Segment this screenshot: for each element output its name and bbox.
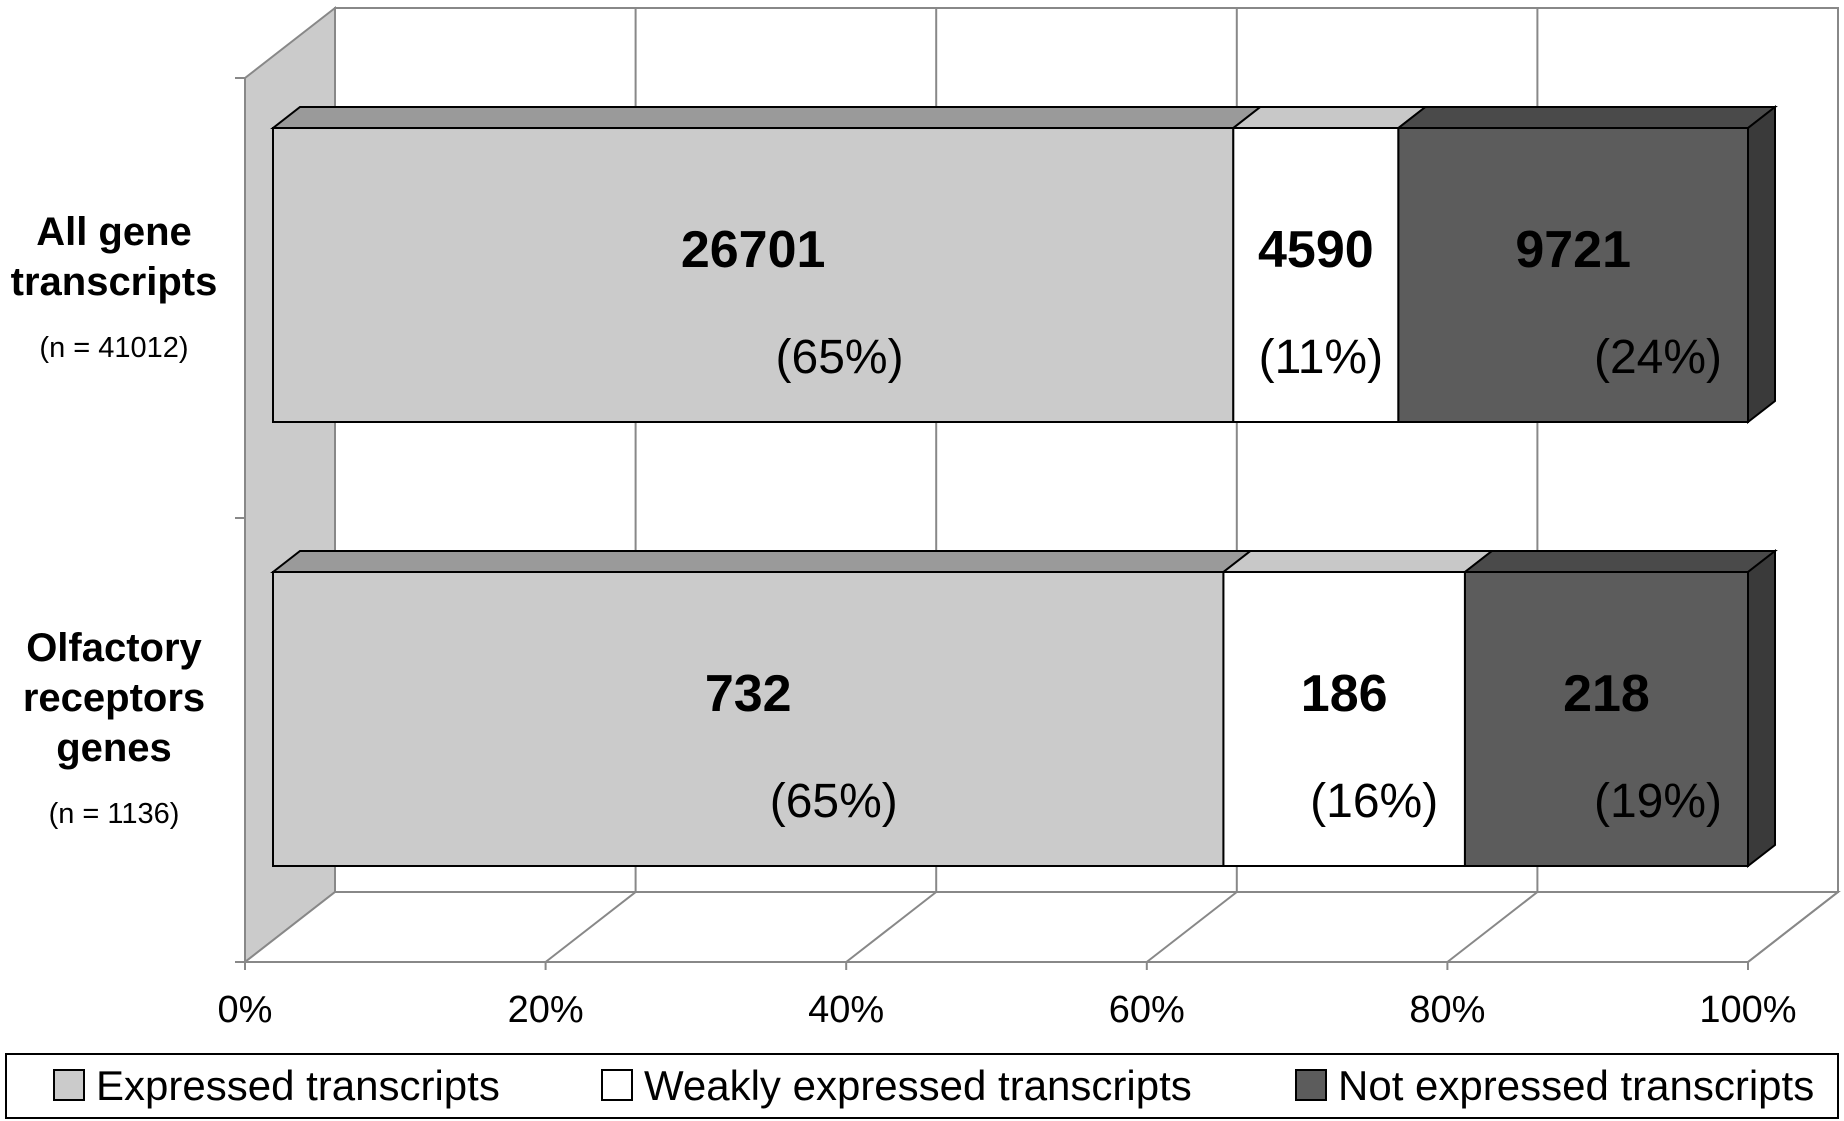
x-tick-label: 80%	[1409, 989, 1485, 1031]
category-labels: All gene transcripts (n = 41012) Olfactory r…	[11, 210, 218, 830]
bar-value-label: 732	[705, 665, 792, 723]
bar-top-face	[1230, 106, 1429, 129]
bar-segment	[1463, 571, 1749, 867]
x-tick-label: 0%	[218, 989, 273, 1031]
bar-side-face	[1747, 104, 1776, 425]
floor-gridline	[1446, 891, 1539, 963]
floor-gridline	[845, 891, 937, 963]
bar-value-label: 9721	[1515, 221, 1631, 279]
bar-side-face	[1747, 548, 1776, 869]
bar-segment	[272, 127, 1235, 423]
category-n-label: (n = 1136)	[49, 798, 180, 830]
legend-swatch	[601, 1069, 633, 1101]
bar-percent-label: (65%)	[776, 331, 904, 384]
bar-segment	[1232, 127, 1400, 423]
category-label: transcripts	[11, 260, 218, 304]
x-tick-label: 40%	[808, 989, 884, 1031]
legend-swatch	[53, 1069, 85, 1101]
bar-segment	[272, 571, 1225, 867]
bar-top-face	[1395, 106, 1778, 129]
bar-percent-label: (24%)	[1594, 331, 1722, 384]
bar-top-face	[270, 106, 1264, 129]
category-label: genes	[56, 726, 172, 770]
bar-percent-label: (11%)	[1259, 331, 1383, 384]
bar-percent-label: (16%)	[1310, 775, 1438, 828]
legend-label: Weakly expressed transcripts	[644, 1062, 1192, 1109]
bar-value-label: 186	[1301, 665, 1388, 723]
bar-value-label: 26701	[681, 221, 826, 279]
floor-gridline	[1747, 891, 1839, 963]
chart-floor	[242, 891, 1841, 963]
bar-segment	[1222, 571, 1466, 867]
category-label: receptors	[23, 676, 205, 720]
x-tick-label: 100%	[1699, 989, 1796, 1031]
x-tick-label: 20%	[508, 989, 584, 1031]
bar-top-face	[270, 550, 1254, 573]
bar-percent-label: (65%)	[770, 775, 898, 828]
floor-gridline	[544, 891, 637, 963]
category-label: Olfactory	[26, 626, 202, 670]
legend-label: Expressed transcripts	[96, 1062, 500, 1109]
bar-top-face	[1220, 550, 1495, 573]
legend-label: Not expressed transcripts	[1338, 1062, 1814, 1109]
bar-value-label: 4590	[1258, 221, 1374, 279]
category-n-label: (n = 41012)	[39, 332, 188, 364]
x-tick-label: 60%	[1109, 989, 1185, 1031]
legend-swatch	[1295, 1069, 1327, 1101]
bars: 26701 (65%) 4590 (11%) 9721 (24%) 732 (65%) 186 (…	[270, 104, 1778, 869]
legend-box	[5, 1053, 1839, 1119]
legend: Expressed transcripts Weakly expressed tr…	[5, 1053, 1839, 1119]
floor-gridline	[1146, 891, 1238, 963]
bar-segment	[1397, 127, 1749, 423]
bar-percent-label: (19%)	[1594, 775, 1722, 828]
category-label: All gene	[36, 210, 192, 254]
bar-value-label: 218	[1563, 665, 1650, 723]
bar-top-face	[1462, 550, 1778, 573]
x-axis-tick-labels: 0% 20% 40% 60% 80% 100%	[218, 989, 1797, 1031]
